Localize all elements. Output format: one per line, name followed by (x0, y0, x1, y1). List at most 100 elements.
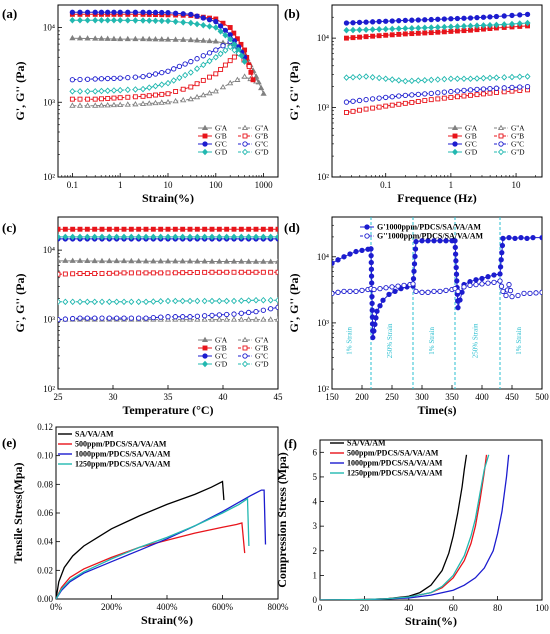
data-point (474, 92, 480, 98)
data-point (194, 316, 201, 322)
legend-marker (202, 133, 208, 139)
x-tick-label: 40 (404, 603, 414, 613)
data-point (507, 287, 514, 294)
data-point (435, 29, 441, 35)
data-point (460, 22, 467, 30)
legend-entry: G'A (465, 124, 478, 133)
data-point (224, 311, 230, 318)
data-point (396, 31, 402, 37)
data-point (410, 276, 417, 282)
data-point (172, 258, 179, 264)
data-point (267, 316, 274, 322)
data-point (212, 53, 219, 61)
data-point (110, 35, 118, 42)
data-point (499, 242, 506, 249)
data-point (194, 258, 201, 264)
data-point (69, 298, 76, 306)
data-point (481, 91, 486, 97)
data-point (69, 102, 76, 108)
data-point (486, 21, 493, 29)
data-point (441, 23, 448, 31)
data-point (84, 9, 91, 15)
data-point (146, 35, 153, 42)
data-point (267, 296, 274, 304)
data-point (395, 283, 401, 289)
data-point (485, 280, 491, 286)
data-point (413, 238, 419, 245)
data-point (231, 226, 237, 232)
data-point (208, 316, 216, 322)
data-point (402, 77, 409, 85)
data-point (98, 96, 104, 102)
data-point (150, 258, 157, 264)
data-point (353, 288, 359, 295)
data-point (524, 73, 531, 80)
data-point (245, 258, 252, 264)
data-point (332, 260, 335, 266)
data-point (176, 63, 183, 70)
data-point (428, 90, 434, 97)
data-point (524, 84, 531, 90)
data-point (200, 91, 207, 98)
panel-c: (c) 25 30 35 40 45 10² 10³ 10⁴ Temperature (°C) G'… (2, 216, 283, 417)
data-point (104, 16, 111, 24)
strain-annotation: 250% Strain (472, 323, 480, 358)
data-point (408, 24, 415, 32)
data-point (157, 258, 164, 264)
data-point (159, 91, 165, 97)
legend-entry: G'1000ppm/PDCS/SA/VA/AM (377, 223, 481, 232)
data-point (143, 226, 149, 232)
data-point (241, 58, 248, 65)
data-point (402, 17, 408, 24)
data-point (530, 234, 536, 241)
data-point (452, 244, 458, 251)
data-point (206, 23, 213, 30)
legend-entry: SA/VA/AM (75, 430, 114, 439)
data-point (106, 233, 113, 241)
plot-area (332, 217, 542, 389)
data-point (106, 315, 112, 321)
data-point (467, 75, 474, 83)
data-point (415, 17, 421, 23)
data-point (117, 86, 124, 94)
data-point (164, 17, 172, 25)
legend: G'A G''A G'B G''B G'C G''C G'D G''D (448, 124, 525, 157)
data-point (370, 334, 376, 341)
data-point (98, 35, 105, 41)
x-axis-label: Time(s) (417, 403, 456, 417)
y-tick-label: 5 (313, 472, 318, 482)
data-point (235, 50, 242, 57)
data-point (402, 92, 408, 98)
data-point (253, 269, 259, 275)
data-point (382, 75, 389, 83)
data-point (421, 76, 428, 84)
data-point (409, 99, 415, 105)
data-point (335, 289, 341, 295)
data-point (84, 298, 91, 306)
data-point (350, 108, 356, 114)
data-point (77, 226, 83, 232)
data-point (252, 316, 260, 322)
data-point (219, 83, 227, 90)
data-point (230, 258, 238, 264)
data-point (383, 18, 389, 24)
data-point (209, 226, 215, 232)
data-point (98, 16, 105, 24)
legend-entry: SA/VA/AM (347, 439, 386, 448)
data-point (111, 9, 117, 15)
data-point (153, 92, 158, 98)
data-point (158, 270, 164, 276)
data-point (275, 269, 278, 275)
data-point (158, 99, 165, 105)
data-point (84, 35, 91, 41)
data-point (383, 285, 389, 291)
data-point (431, 238, 437, 244)
data-point (209, 269, 215, 275)
data-point (70, 315, 76, 322)
data-point (173, 89, 179, 94)
data-point (124, 101, 131, 107)
data-point (343, 26, 350, 34)
data-point (480, 74, 487, 82)
data-point (187, 36, 194, 43)
y-tick-label: 1 (313, 570, 318, 580)
